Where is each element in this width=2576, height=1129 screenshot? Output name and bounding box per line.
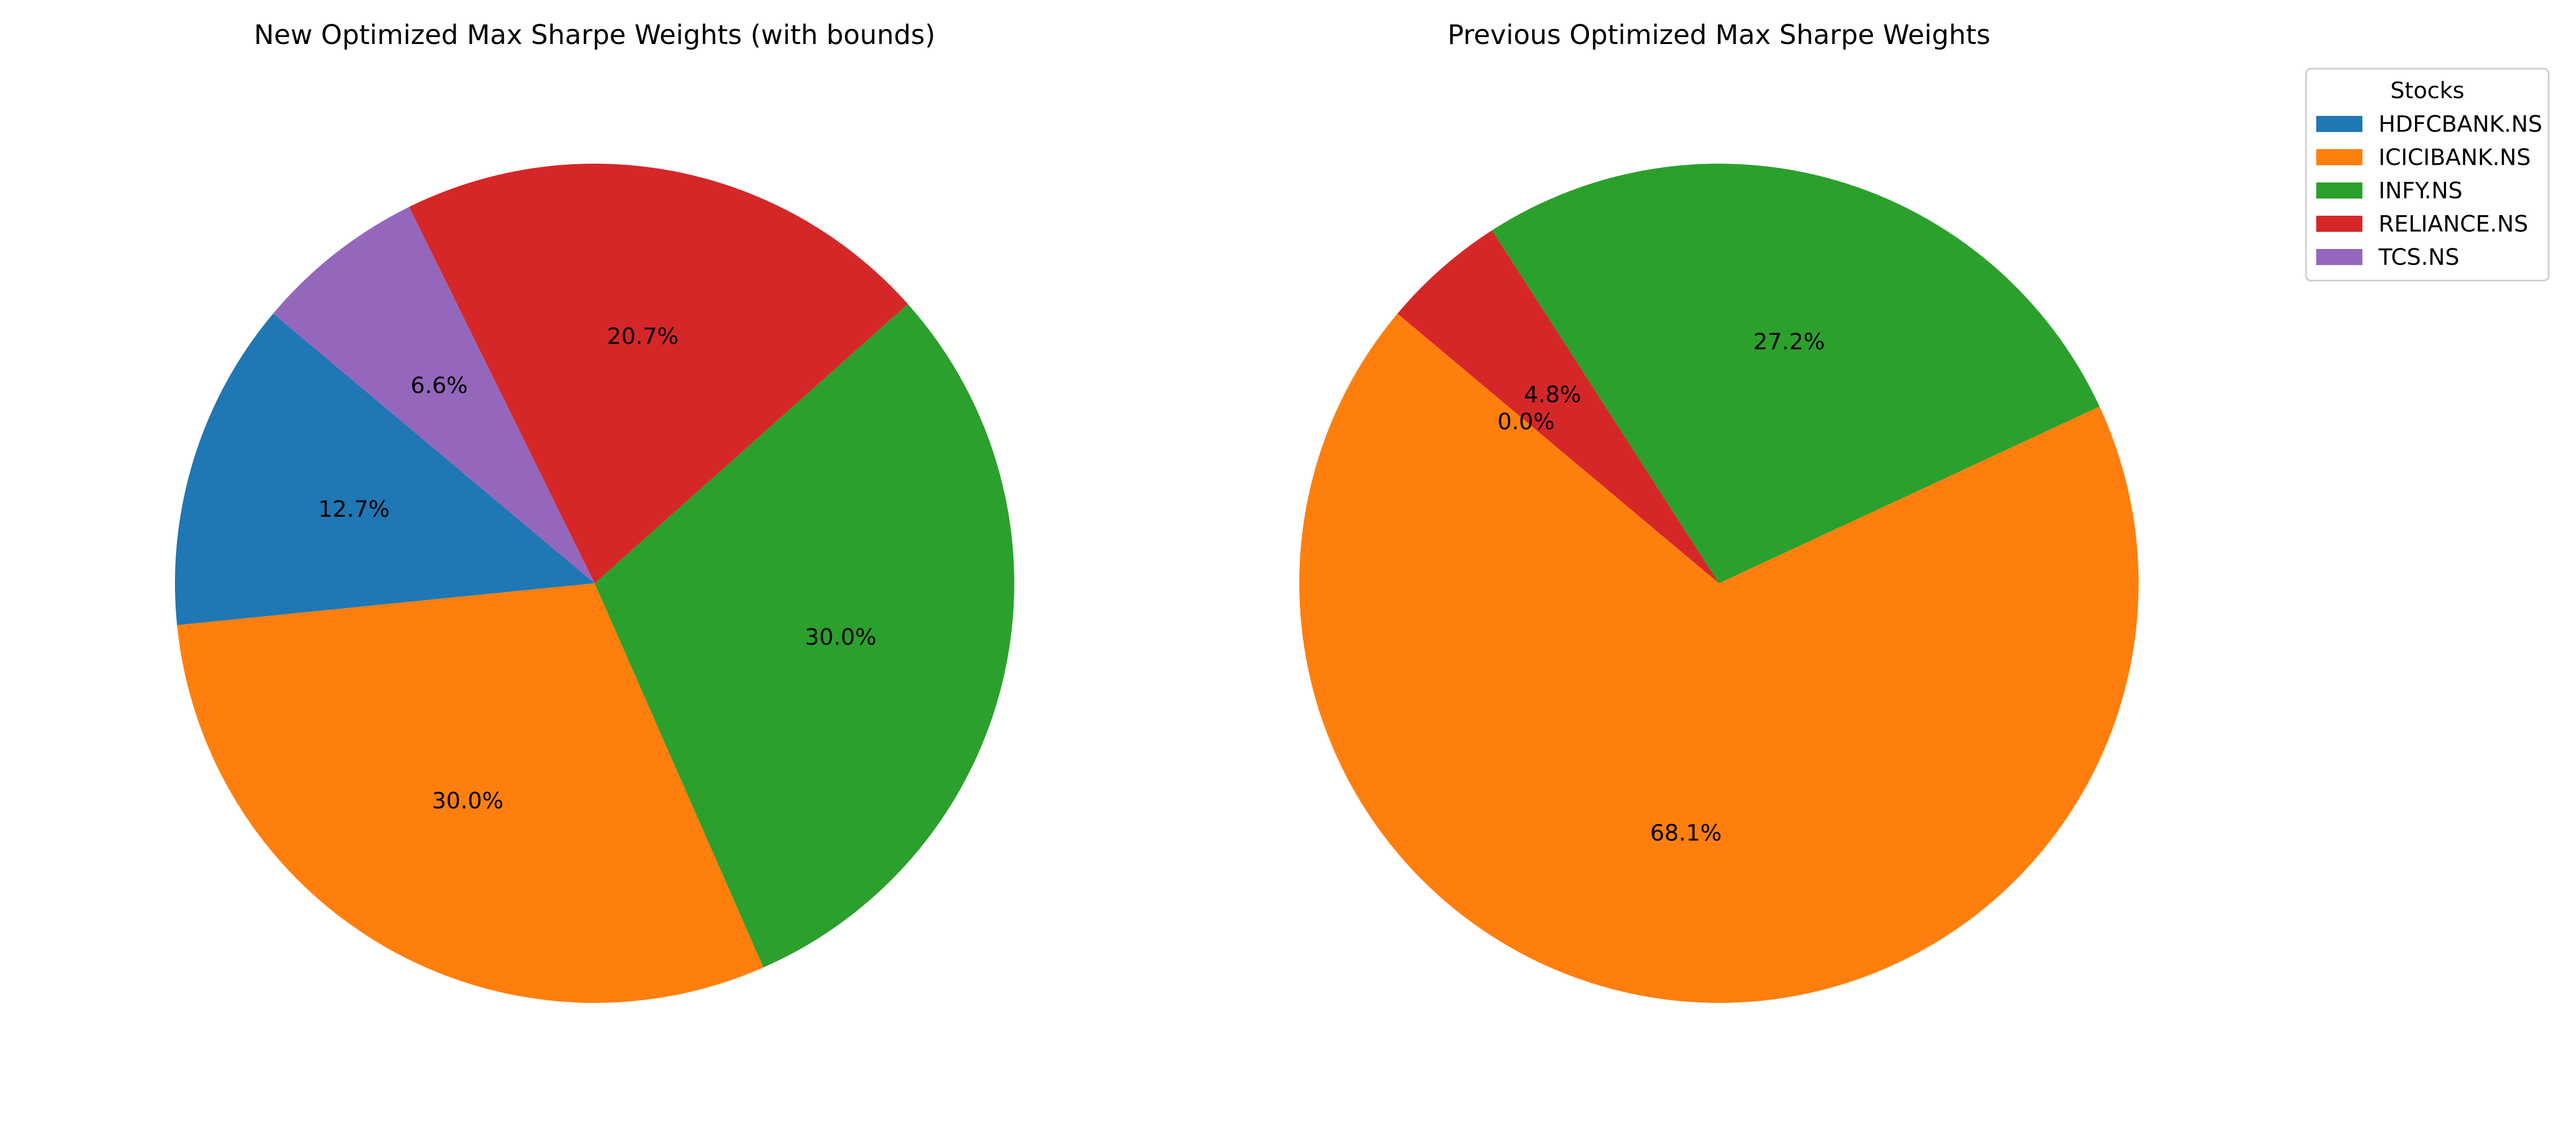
legend-label-icicibank: ICICIBANK.NS — [2379, 144, 2531, 171]
slice-label-tcs: 0.0% — [1497, 408, 1555, 435]
legend-swatch-tcs — [2316, 249, 2362, 265]
legend-items: HDFCBANK.NS ICICIBANK.NS INFY.NS RELIANCE.N… — [2316, 111, 2542, 270]
pie-chart-previous-weights: Previous Optimized Max Sharpe Weights 0.… — [1299, 19, 2139, 1003]
pie-slice-infy — [595, 304, 1014, 967]
legend: Stocks HDFCBANK.NS ICICIBANK.NS INFY.NS REL… — [2305, 68, 2550, 282]
pie-slice-infy — [1492, 164, 2100, 583]
pie-slice-hdfcbank — [175, 313, 595, 625]
slice-label-tcs: 6.6% — [411, 372, 468, 398]
legend-swatch-icicibank — [2316, 149, 2362, 165]
pie-slice-icicibank — [1299, 313, 2139, 1003]
pie-title-previous-weights: Previous Optimized Max Sharpe Weights — [1447, 19, 1990, 50]
slice-label-infy: 30.0% — [805, 624, 876, 650]
legend-label-tcs: TCS.NS — [2378, 244, 2460, 270]
pie-title-new-weights: New Optimized Max Sharpe Weights (with b… — [254, 19, 935, 50]
legend-label-infy: INFY.NS — [2379, 178, 2463, 204]
legend-swatch-infy — [2316, 182, 2362, 199]
legend-label-reliance: RELIANCE.NS — [2379, 211, 2528, 237]
slice-label-icicibank: 68.1% — [1650, 820, 1722, 846]
slice-label-icicibank: 30.0% — [432, 788, 503, 814]
legend-swatch-hdfcbank — [2316, 116, 2362, 132]
slice-label-reliance: 20.7% — [607, 323, 678, 349]
slice-label-infy: 27.2% — [1753, 328, 1825, 355]
slice-label-reliance: 4.8% — [1524, 381, 1582, 407]
pie-chart-new-weights: New Optimized Max Sharpe Weights (with b… — [175, 19, 1014, 1003]
pie-slice-reliance — [1397, 230, 1719, 583]
slice-label-hdfcbank: 12.7% — [318, 496, 390, 522]
pie-slice-reliance — [409, 163, 908, 583]
legend-label-hdfcbank: HDFCBANK.NS — [2379, 111, 2542, 137]
legend-frame — [2305, 68, 2550, 282]
legend-title: Stocks — [2390, 77, 2464, 104]
pie-slice-tcs — [273, 207, 595, 583]
legend-swatch-reliance — [2316, 216, 2362, 232]
pie-slice-icicibank — [177, 583, 764, 1003]
